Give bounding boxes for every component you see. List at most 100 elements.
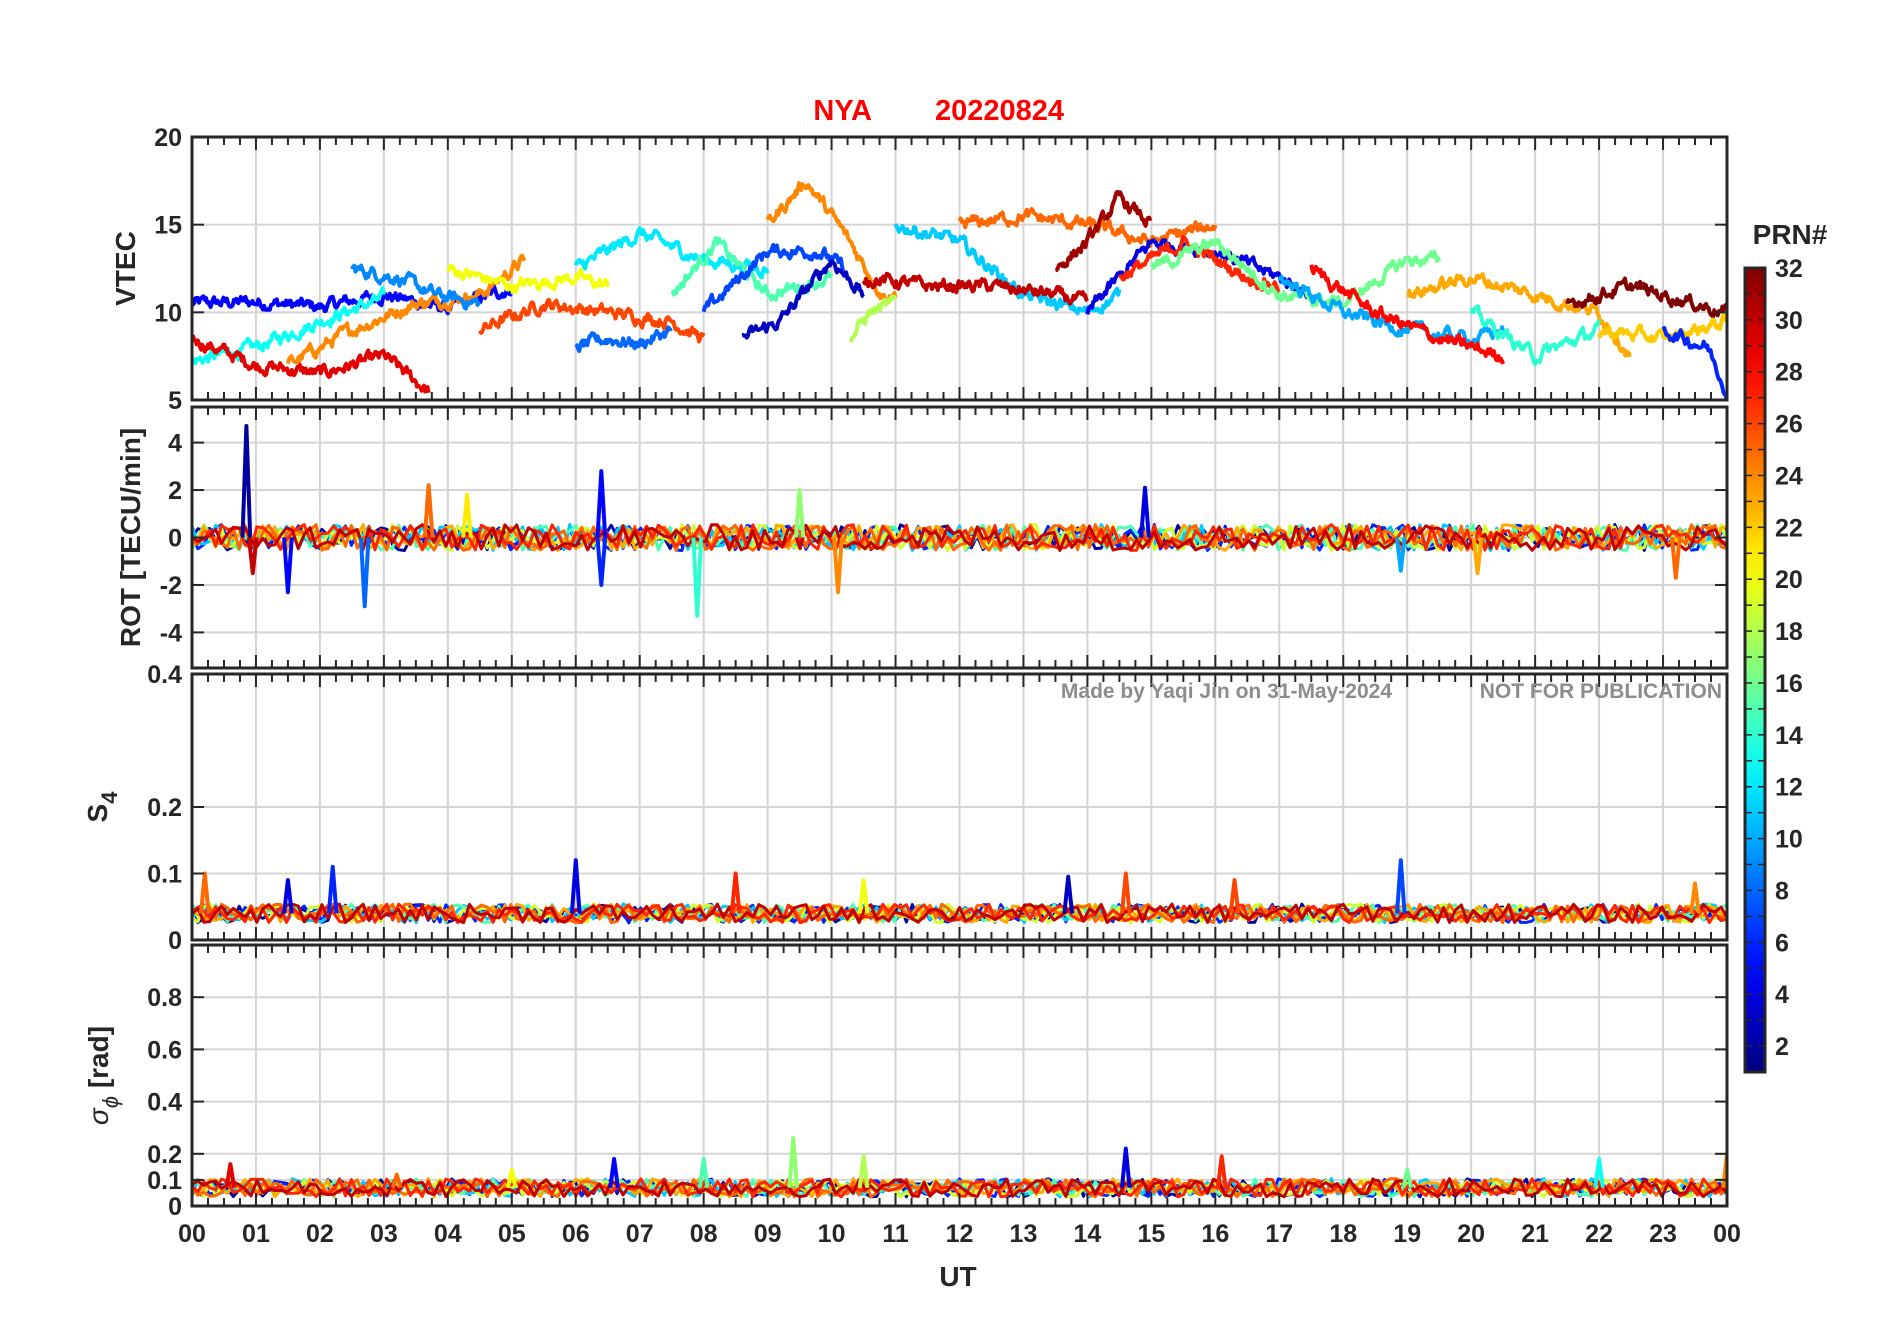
sigma-phi-spike-prn17 bbox=[787, 1136, 799, 1188]
sigma-phi-spike-prn16 bbox=[1401, 1167, 1413, 1189]
x-tick-label: 02 bbox=[306, 1220, 334, 1248]
vtec-series-prn31 bbox=[1054, 190, 1153, 273]
vtec-series-prn7 bbox=[701, 242, 846, 313]
s4-y-tick-label: 0.2 bbox=[147, 794, 182, 822]
sigma-phi-data bbox=[192, 1136, 1727, 1199]
rot-spike-prn5 bbox=[282, 537, 294, 595]
s4-spike-prn25 bbox=[199, 871, 211, 914]
chart-title-date: 20220824 bbox=[935, 95, 1064, 127]
s4-y-tick-label: 0 bbox=[168, 927, 182, 955]
sigma-phi-spike-prn13 bbox=[1593, 1157, 1605, 1188]
colorbar-tick-label: 14 bbox=[1775, 722, 1803, 750]
colorbar-tick-label: 24 bbox=[1775, 462, 1803, 490]
rot-spike-prn25 bbox=[1670, 537, 1682, 580]
rot-data bbox=[192, 424, 1727, 618]
vtec-panel: 5 10 15 20 VTEC bbox=[110, 124, 1729, 415]
rot-noise-band bbox=[192, 523, 1727, 552]
x-tick-label: 00 bbox=[1713, 1220, 1741, 1248]
colorbar-tick-label: 8 bbox=[1775, 877, 1789, 905]
vtec-y-tick-label: 20 bbox=[154, 124, 182, 152]
x-tick-label: 08 bbox=[690, 1220, 718, 1248]
vtec-series-prn8 bbox=[574, 325, 673, 354]
rot-spike-prn21 bbox=[461, 492, 473, 538]
vtec-series-prn30 bbox=[861, 271, 1089, 306]
colorbar-tick-label: 20 bbox=[1775, 566, 1803, 594]
s4-data bbox=[192, 858, 1727, 925]
vtec-series-prn24 bbox=[285, 253, 527, 365]
x-tick-label: 06 bbox=[562, 1220, 590, 1248]
s4-spike-prn26 bbox=[1120, 871, 1132, 914]
vtec-series-prn32 bbox=[1565, 276, 1727, 319]
rot-spike-prn6 bbox=[595, 537, 608, 587]
watermark-notice: NOT FOR PUBLICATION bbox=[1480, 680, 1722, 703]
vtec-series-prn28 bbox=[1309, 264, 1505, 365]
s4-y-tick-label: 0.4 bbox=[147, 661, 182, 689]
s4-spike-prn24 bbox=[1689, 881, 1701, 914]
sigma-phi-spike-prn27 bbox=[1215, 1154, 1228, 1188]
s4-y-axis-label: S4 bbox=[82, 791, 122, 823]
sigma-phi-spike-prn20 bbox=[506, 1167, 518, 1189]
colorbar-tick-label: 16 bbox=[1775, 670, 1803, 698]
vtec-series-prn14 bbox=[1469, 304, 1601, 367]
colorbar-tick-label: 12 bbox=[1775, 774, 1803, 802]
s4-y-tick-label: 0.1 bbox=[147, 861, 182, 889]
vtec-series-prn13 bbox=[192, 286, 386, 366]
vtec-y-tick-label: 5 bbox=[168, 387, 182, 415]
sigma-phi-y-tick-label: 0.2 bbox=[147, 1141, 182, 1169]
s4-panel: 0 0.1 0.2 0.4 S4 bbox=[82, 661, 1729, 955]
rot-y-axis-label: ROT [TECU/min] bbox=[115, 428, 146, 647]
s4-spike-prn4 bbox=[569, 858, 582, 914]
x-tick-label: 22 bbox=[1585, 1220, 1613, 1248]
rot-spike-prn10 bbox=[1395, 537, 1407, 573]
vtec-y-axis-label: VTEC bbox=[110, 231, 141, 306]
x-axis-label: UT bbox=[939, 1261, 976, 1292]
s4-spike-prn26 bbox=[1228, 878, 1241, 914]
sigma-phi-spike-prn4 bbox=[1120, 1146, 1132, 1188]
x-tick-label: 16 bbox=[1201, 1220, 1229, 1248]
sigma-phi-spike-prn25 bbox=[390, 1172, 403, 1189]
sigma-phi-spike-prn29 bbox=[224, 1162, 237, 1189]
colorbar-tick-label: 28 bbox=[1775, 359, 1803, 387]
x-tick-label: 00 bbox=[178, 1220, 206, 1248]
rot-spike-prn25 bbox=[422, 483, 435, 538]
colorbar-tick-label: 2 bbox=[1775, 1033, 1789, 1061]
vtec-series-prn6 bbox=[1661, 326, 1727, 400]
x-tick-label: 17 bbox=[1265, 1220, 1293, 1248]
rot-spike-prn24 bbox=[832, 537, 844, 595]
colorbar-gradient bbox=[1743, 266, 1767, 1074]
sigma-phi-y-tick-label: 0 bbox=[168, 1193, 182, 1221]
rot-panel: -4 -2 0 2 4 ROT [TECU/min] bbox=[115, 405, 1729, 670]
watermark-author: Made by Yaqi Jin on 31-May-2024 bbox=[1061, 680, 1392, 703]
x-tick-label: 11 bbox=[882, 1220, 909, 1248]
x-tick-label: 05 bbox=[498, 1220, 526, 1248]
colorbar-tick-label: 26 bbox=[1775, 411, 1803, 439]
colorbar-tick-label: 6 bbox=[1775, 929, 1789, 957]
sigma-phi-y-tick-label: 0.8 bbox=[147, 984, 182, 1012]
rot-spike-prn17 bbox=[793, 488, 806, 538]
x-tick-label: 10 bbox=[818, 1220, 846, 1248]
x-tick-label: 18 bbox=[1329, 1220, 1357, 1248]
colorbar-tick-label: 4 bbox=[1775, 981, 1789, 1009]
sigma-phi-spike-prn15 bbox=[697, 1157, 710, 1188]
rot-y-tick-label: -4 bbox=[160, 619, 182, 647]
vtec-series-prn22 bbox=[1597, 312, 1727, 344]
sigma-phi-y-axis-label: σϕ [rad] bbox=[83, 1026, 123, 1125]
s4-spike-prn4 bbox=[282, 878, 294, 914]
chart-title-station: NYA bbox=[813, 95, 872, 127]
vtec-y-tick-label: 10 bbox=[154, 299, 182, 327]
vtec-series-prn18 bbox=[848, 294, 898, 343]
x-tick-label: 23 bbox=[1649, 1220, 1677, 1248]
colorbar-tick-label: 30 bbox=[1775, 307, 1803, 335]
x-axis-tick-labels: 00 01 02 03 04 05 06 07 08 09 10 11 12 13 14 15 16 17 18 19… bbox=[178, 1220, 1741, 1248]
x-tick-label: 19 bbox=[1393, 1220, 1421, 1248]
colorbar-tick-label: 22 bbox=[1775, 514, 1803, 542]
sigma-phi-y-tick-label: 0.4 bbox=[147, 1089, 182, 1117]
colorbar-tick-label: 10 bbox=[1775, 826, 1803, 854]
x-tick-label: 20 bbox=[1457, 1220, 1485, 1248]
rot-spike-prn14 bbox=[691, 537, 704, 618]
sigma-phi-spike-prn24 bbox=[1721, 1151, 1727, 1188]
s4-spike-prn3 bbox=[1062, 874, 1075, 914]
s4-spike-prn27 bbox=[729, 871, 742, 914]
rot-spike-prn30 bbox=[246, 537, 259, 576]
vtec-series-prn20 bbox=[446, 264, 610, 295]
